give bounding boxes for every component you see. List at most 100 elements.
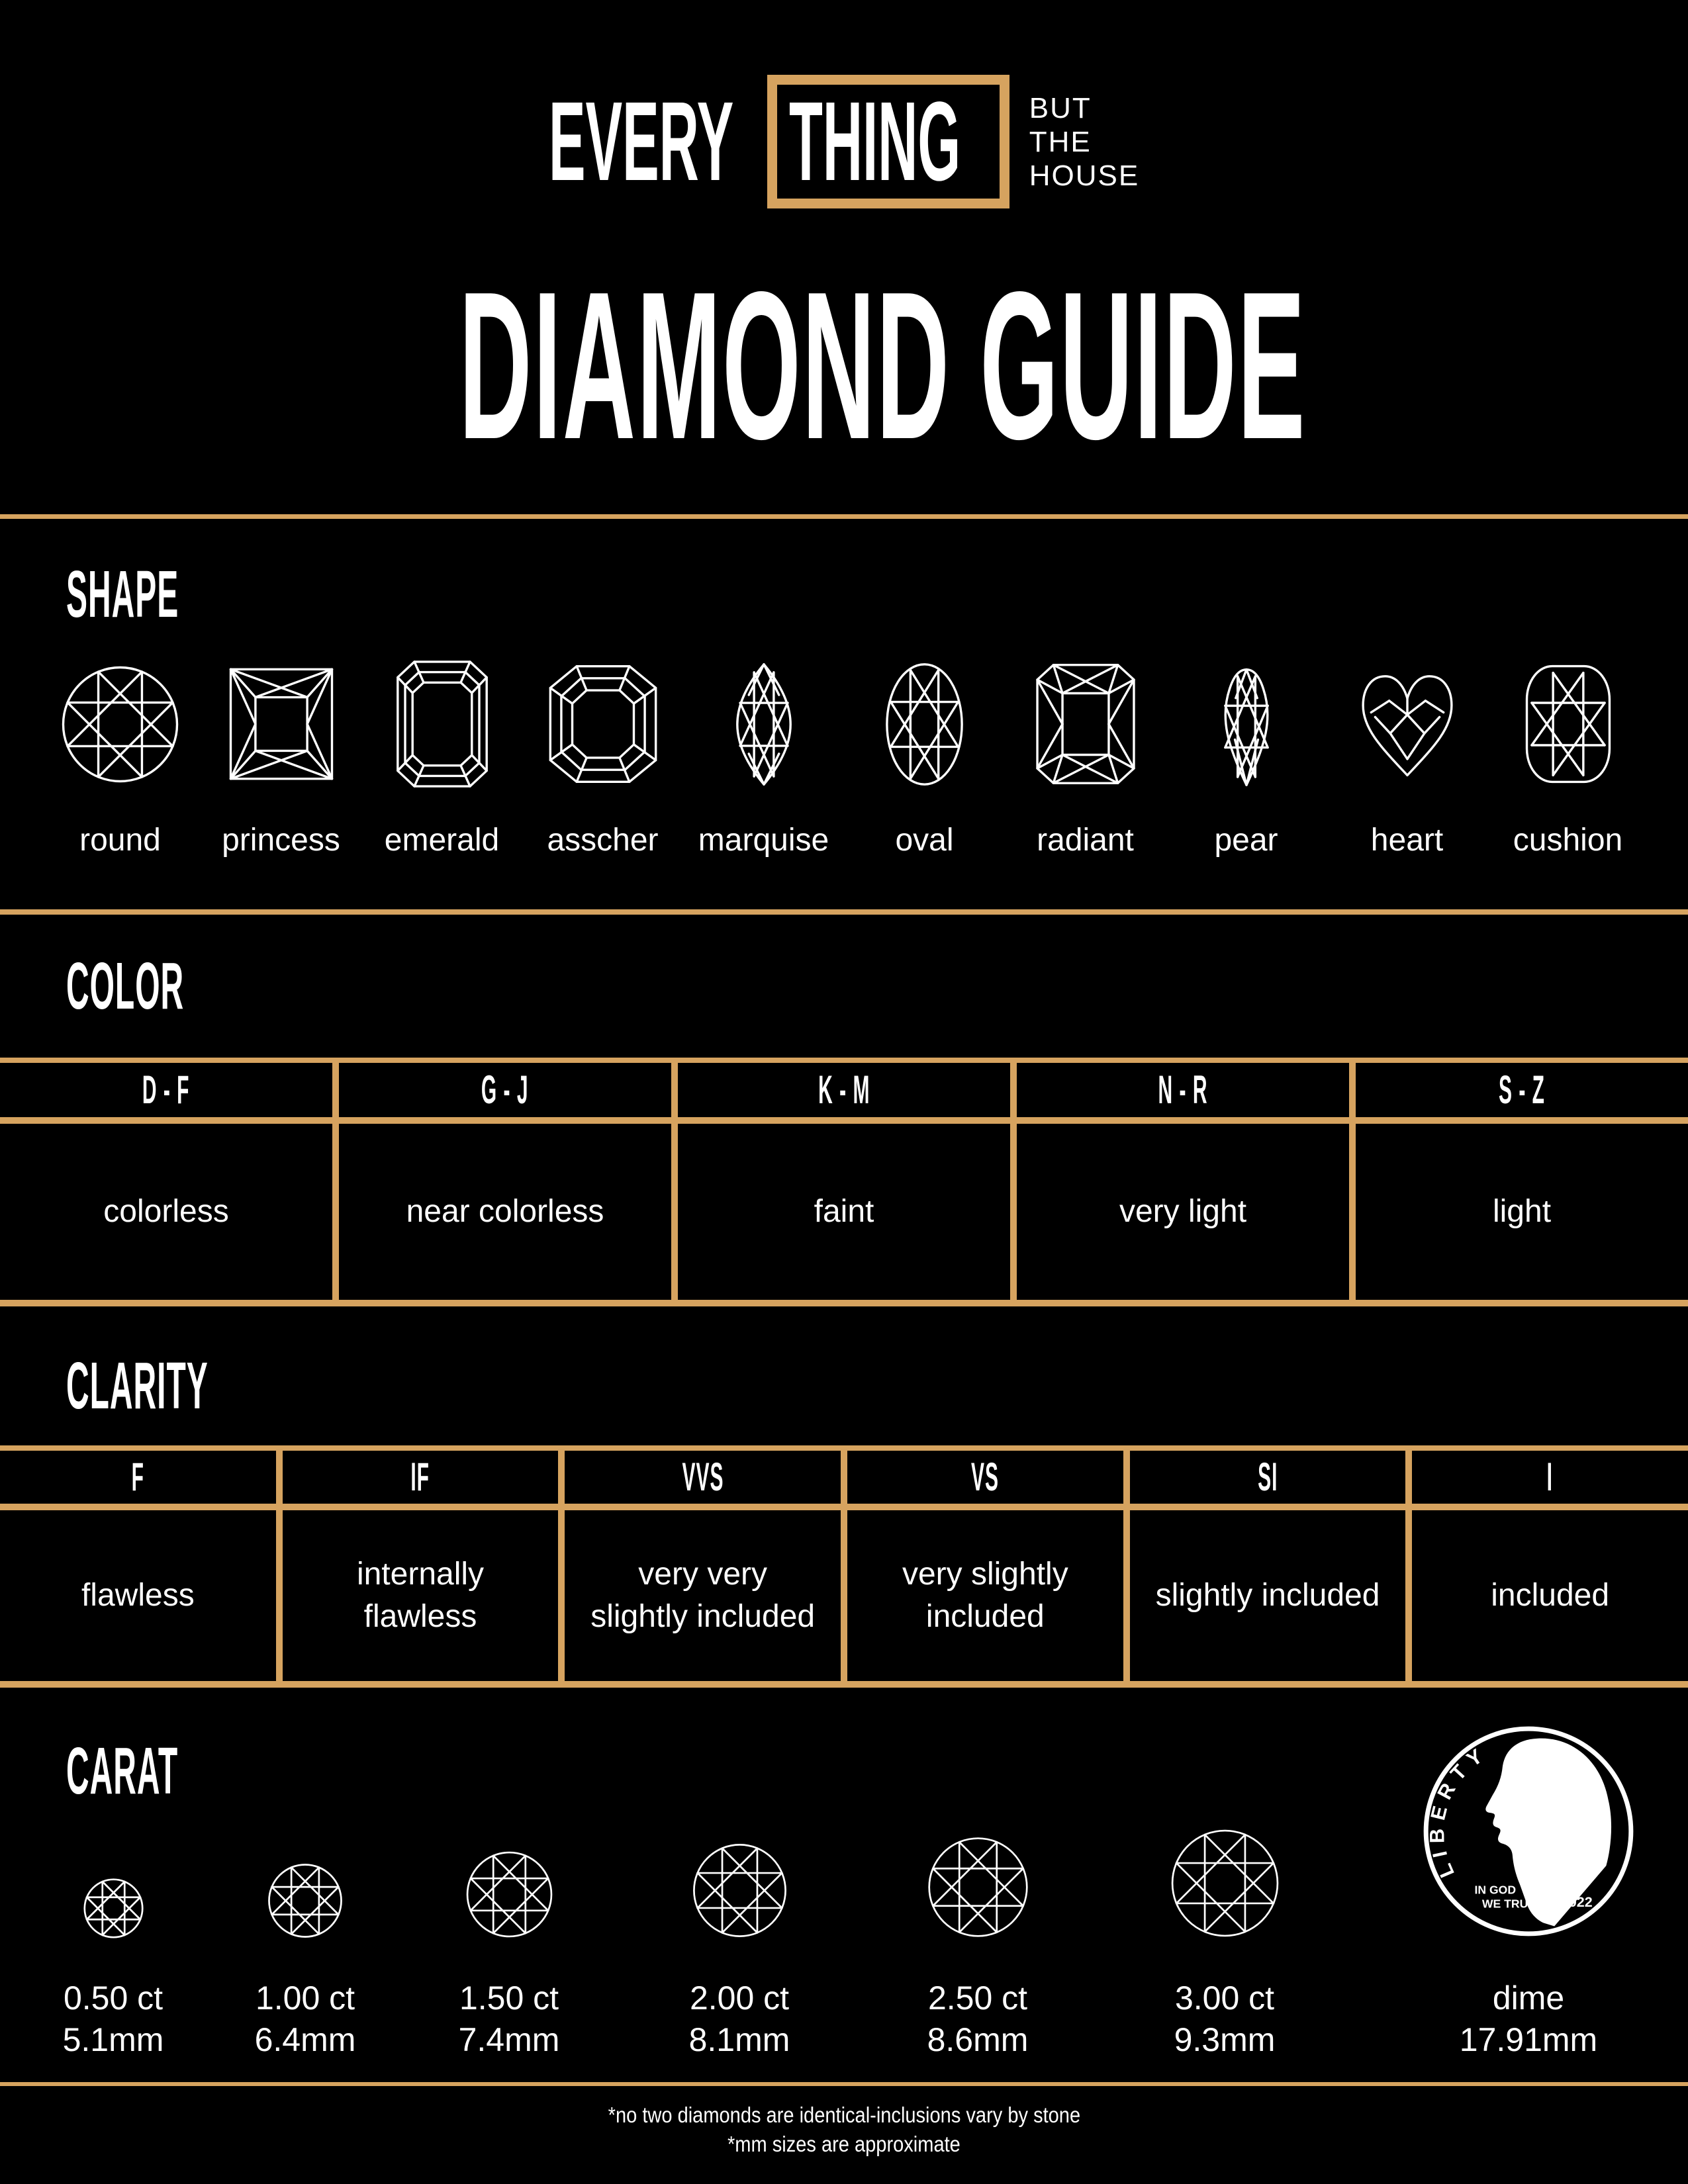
- brand-word-thing-text: THING: [788, 79, 961, 205]
- color-grade-cell: S - Z: [1356, 1063, 1688, 1117]
- table-border: [0, 1504, 1688, 1510]
- brand-tagline: BUT THE HOUSE: [1029, 91, 1139, 193]
- color-table: D - F G - J K - M N - R S - Z colorless …: [0, 1058, 1688, 1306]
- roosevelt-profile-silhouette: [1485, 1738, 1612, 1927]
- carat-mm-label: 8.1mm: [688, 2021, 790, 2058]
- shape-label: radiant: [1037, 823, 1134, 858]
- shape-heading: SHAPE: [66, 557, 179, 631]
- clarity-grade-cell: SI: [1129, 1451, 1406, 1504]
- coin-motto-text: IN GOD: [1475, 1884, 1517, 1897]
- color-grade-cell: D - F: [0, 1063, 332, 1117]
- clarity-grade-cell: IF: [282, 1451, 559, 1504]
- shape-label: marquise: [698, 823, 829, 858]
- footnotes: *no two diamonds are identical-inclusion…: [0, 2101, 1688, 2159]
- shape-label: pear: [1214, 823, 1278, 858]
- clarity-heading: CLARITY: [66, 1349, 209, 1423]
- shape-item-cushion: cushion: [1487, 658, 1648, 859]
- color-desc-cell: colorless: [0, 1124, 332, 1300]
- clarity-desc-cell: very slightly included: [847, 1510, 1123, 1681]
- clarity-grade-cell: VS: [847, 1451, 1123, 1504]
- shape-item-princess: princess: [201, 658, 361, 859]
- round-brilliant-100ct-icon: [193, 1688, 418, 1939]
- color-section: COLOR D - F G - J K - M N - R S - Z colo…: [0, 949, 1688, 1306]
- brand-logo: EVERY THING BUT THE HOUSE: [0, 71, 1688, 212]
- color-desc-cell: faint: [678, 1124, 1010, 1300]
- radiant-diamond-icon: [1035, 658, 1136, 790]
- shape-item-pear: pear: [1166, 658, 1327, 859]
- carat-weight-label: 1.50 ct: [459, 1979, 559, 2017]
- section-divider: [0, 909, 1688, 915]
- carat-item-200: 2.00 ct 8.1mm: [627, 1688, 852, 2082]
- color-heading: COLOR: [66, 949, 185, 1023]
- clarity-section: CLARITY F IF VVS VS SI I flawless intern…: [0, 1349, 1688, 1688]
- clarity-grade-cell: F: [0, 1451, 276, 1504]
- section-divider: [0, 514, 1688, 519]
- clarity-description-row: flawless internally flawless very very s…: [0, 1510, 1688, 1681]
- dime-coin-icon: LIBERTY IN GOD WE TRUST 2022: [1416, 1688, 1641, 1939]
- round-brilliant-250ct-icon: [865, 1688, 1090, 1939]
- round-diamond-icon: [60, 658, 181, 790]
- page-title: DIAMOND GUIDE: [459, 248, 1307, 483]
- footnote-line: *no two diamonds are identical-inclusion…: [608, 2103, 1080, 2127]
- shape-item-round: round: [40, 658, 201, 859]
- carat-weight-label: 3.00 ct: [1174, 1979, 1275, 2017]
- dime-coin-svg: LIBERTY IN GOD WE TRUST 2022: [1421, 1723, 1636, 1939]
- shape-label: oval: [895, 823, 954, 858]
- carat-item-300: 3.00 ct 9.3mm: [1112, 1688, 1337, 2082]
- clarity-grade-cell: I: [1412, 1451, 1688, 1504]
- color-desc-cell: very light: [1017, 1124, 1349, 1300]
- brand-tagline-line: BUT: [1029, 91, 1092, 124]
- oval-diamond-icon: [875, 658, 974, 790]
- carat-section: CARAT 0.50 ct 5.1mm 1.00 ct 6.4mm 1.50 c…: [0, 1688, 1688, 2082]
- carat-item-050: 0.50 ct 5.1mm: [1, 1688, 226, 2082]
- table-border: [0, 1300, 1688, 1306]
- brand-word-every: EVERY: [549, 77, 747, 206]
- carat-mm-label: 6.4mm: [254, 2021, 356, 2058]
- clarity-desc-cell: flawless: [0, 1510, 276, 1681]
- heart-diamond-icon: [1357, 658, 1458, 790]
- coin-liberty-text: LIBERTY: [1425, 1741, 1485, 1881]
- carat-item-100: 1.00 ct 6.4mm: [193, 1688, 418, 2082]
- carat-mm-label: 7.4mm: [458, 2021, 560, 2058]
- shape-section: SHAPE round princess emerald asscher mar…: [0, 557, 1688, 859]
- clarity-desc-cell: internally flawless: [282, 1510, 559, 1681]
- carat-mm-label: 17.91mm: [1459, 2021, 1598, 2058]
- emerald-diamond-icon: [396, 658, 489, 790]
- asscher-diamond-icon: [548, 658, 658, 790]
- carat-mm-label: 5.1mm: [62, 2021, 164, 2058]
- shape-item-oval: oval: [844, 658, 1005, 859]
- footnote-line: *mm sizes are approximate: [727, 2132, 961, 2156]
- shape-item-heart: heart: [1327, 658, 1487, 859]
- clarity-desc-cell: very very slightly included: [565, 1510, 841, 1681]
- color-grade-cell: K - M: [678, 1063, 1010, 1117]
- round-brilliant-150ct-icon: [397, 1688, 622, 1939]
- shape-label: heart: [1370, 823, 1444, 858]
- carat-weight-label: dime: [1492, 1979, 1565, 2017]
- carat-weight-label: 2.50 ct: [927, 1979, 1028, 2017]
- princess-diamond-icon: [225, 658, 338, 790]
- clarity-desc-cell: included: [1412, 1510, 1688, 1681]
- color-grade-cell: G - J: [339, 1063, 671, 1117]
- color-desc-cell: near colorless: [339, 1124, 671, 1300]
- carat-mm-label: 8.6mm: [927, 2021, 1029, 2058]
- color-description-row: colorless near colorless faint very ligh…: [0, 1124, 1688, 1300]
- brand-tagline-line: THE: [1029, 125, 1092, 158]
- carat-item-dime: LIBERTY IN GOD WE TRUST 2022 dime 17.91m…: [1416, 1688, 1641, 2082]
- table-border: [0, 1445, 1688, 1451]
- clarity-grade-header-row: F IF VVS VS SI I: [0, 1451, 1688, 1504]
- brand-word-thing: THING: [789, 77, 988, 206]
- shape-item-emerald: emerald: [361, 658, 522, 859]
- shape-item-marquise: marquise: [683, 658, 844, 859]
- shape-item-radiant: radiant: [1005, 658, 1166, 859]
- round-brilliant-200ct-icon: [627, 1688, 852, 1939]
- shape-label: cushion: [1513, 823, 1623, 858]
- carat-item-150: 1.50 ct 7.4mm: [397, 1688, 622, 2082]
- clarity-grade-cell: VVS: [565, 1451, 841, 1504]
- shape-label: princess: [222, 823, 340, 858]
- shape-icons-row: round princess emerald asscher marquise …: [0, 658, 1688, 859]
- table-border: [0, 1058, 1688, 1063]
- shape-label: round: [79, 823, 161, 858]
- carat-item-250: 2.50 ct 8.6mm: [865, 1688, 1090, 2082]
- color-desc-cell: light: [1356, 1124, 1688, 1300]
